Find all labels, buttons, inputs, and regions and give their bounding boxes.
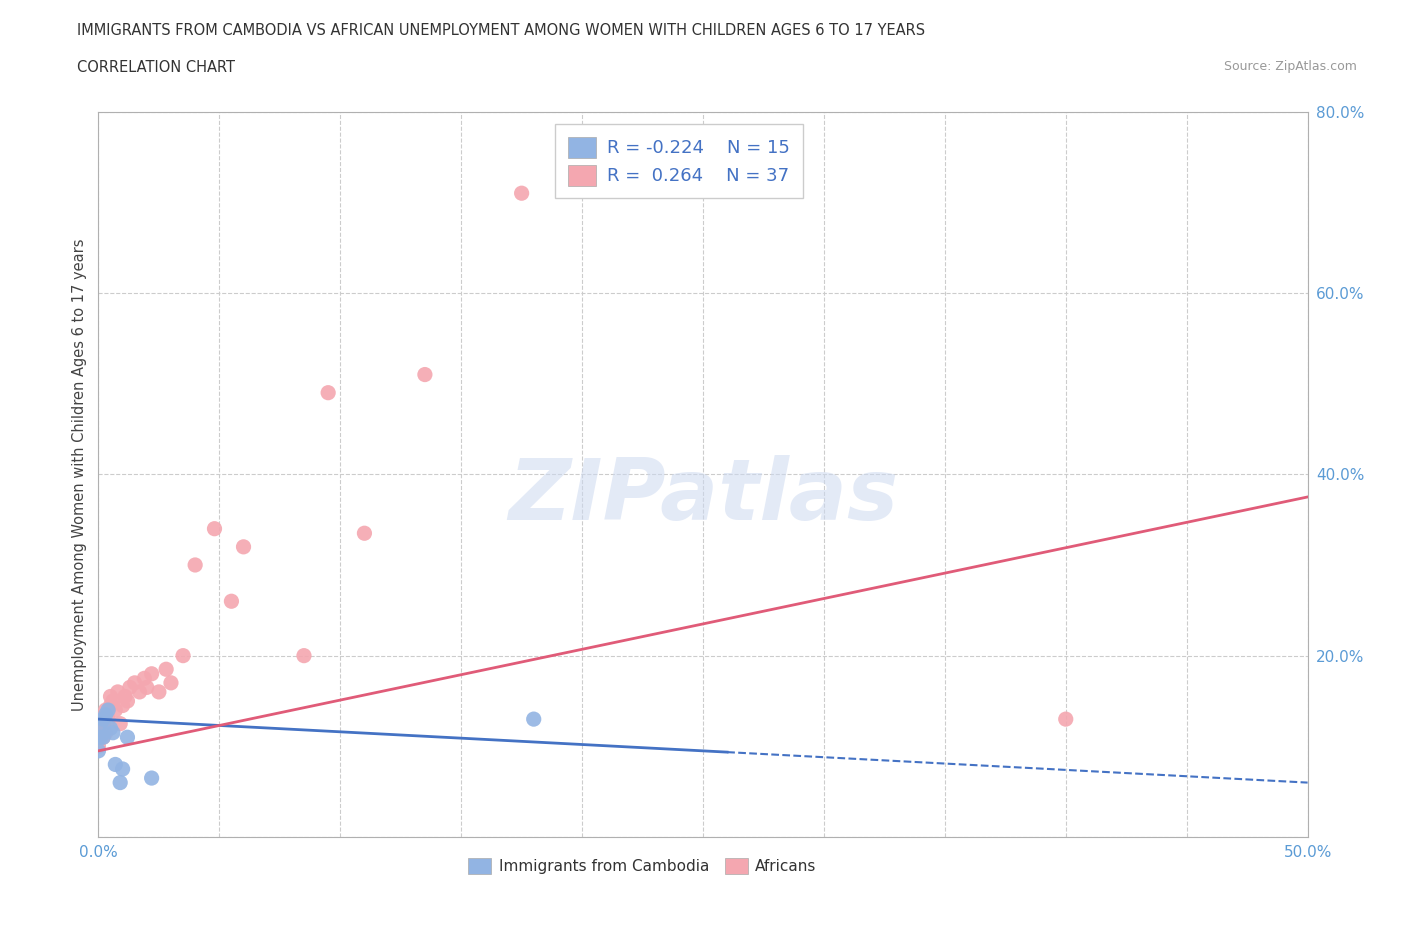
Y-axis label: Unemployment Among Women with Children Ages 6 to 17 years: Unemployment Among Women with Children A… [72, 238, 87, 711]
Point [90, 730, 112, 745]
Point [117, 730, 139, 745]
Text: CORRELATION CHART: CORRELATION CHART [77, 60, 235, 75]
Point [91, 730, 114, 745]
Point [172, 648, 194, 663]
Point [232, 539, 254, 554]
Point [101, 694, 124, 709]
Point [90, 721, 112, 736]
Point [118, 680, 141, 695]
Point [94, 725, 117, 740]
Point [91, 711, 114, 726]
Text: IMMIGRANTS FROM CAMBODIA VS AFRICAN UNEMPLOYMENT AMONG WOMEN WITH CHILDREN AGES : IMMIGRANTS FROM CAMBODIA VS AFRICAN UNEM… [77, 23, 925, 38]
Text: Source: ZipAtlas.com: Source: ZipAtlas.com [1223, 60, 1357, 73]
Point [87, 738, 110, 753]
Point [90, 716, 112, 731]
Point [221, 594, 243, 609]
Point [101, 725, 124, 740]
Text: ZIPatlas: ZIPatlas [508, 455, 898, 538]
Point [100, 689, 122, 704]
Point [353, 525, 375, 540]
Point [97, 711, 120, 726]
Point [141, 667, 163, 682]
Point [184, 558, 207, 573]
Point [114, 689, 136, 704]
Point [107, 684, 129, 699]
Point [1054, 711, 1077, 726]
Point [155, 662, 177, 677]
Point [134, 671, 156, 685]
Point [91, 730, 114, 745]
Point [510, 186, 533, 201]
Point [87, 743, 110, 758]
Point [111, 762, 134, 777]
Point [104, 703, 127, 718]
Point [90, 711, 112, 726]
Legend: Immigrants from Cambodia, Africans: Immigrants from Cambodia, Africans [463, 852, 823, 880]
Point [135, 680, 157, 695]
Point [94, 703, 117, 718]
Point [523, 711, 546, 726]
Point [117, 694, 139, 709]
Point [292, 648, 315, 663]
Point [128, 684, 150, 699]
Point [97, 703, 120, 718]
Point [108, 776, 131, 790]
Point [94, 707, 117, 722]
Point [413, 367, 436, 382]
Point [141, 771, 163, 786]
Point [148, 684, 170, 699]
Point [111, 698, 134, 713]
Point [104, 757, 127, 772]
Point [204, 521, 226, 536]
Point [100, 721, 122, 736]
Point [316, 385, 339, 400]
Point [91, 716, 114, 731]
Point [160, 675, 183, 690]
Point [124, 675, 146, 690]
Point [108, 716, 131, 731]
Point [100, 698, 122, 713]
